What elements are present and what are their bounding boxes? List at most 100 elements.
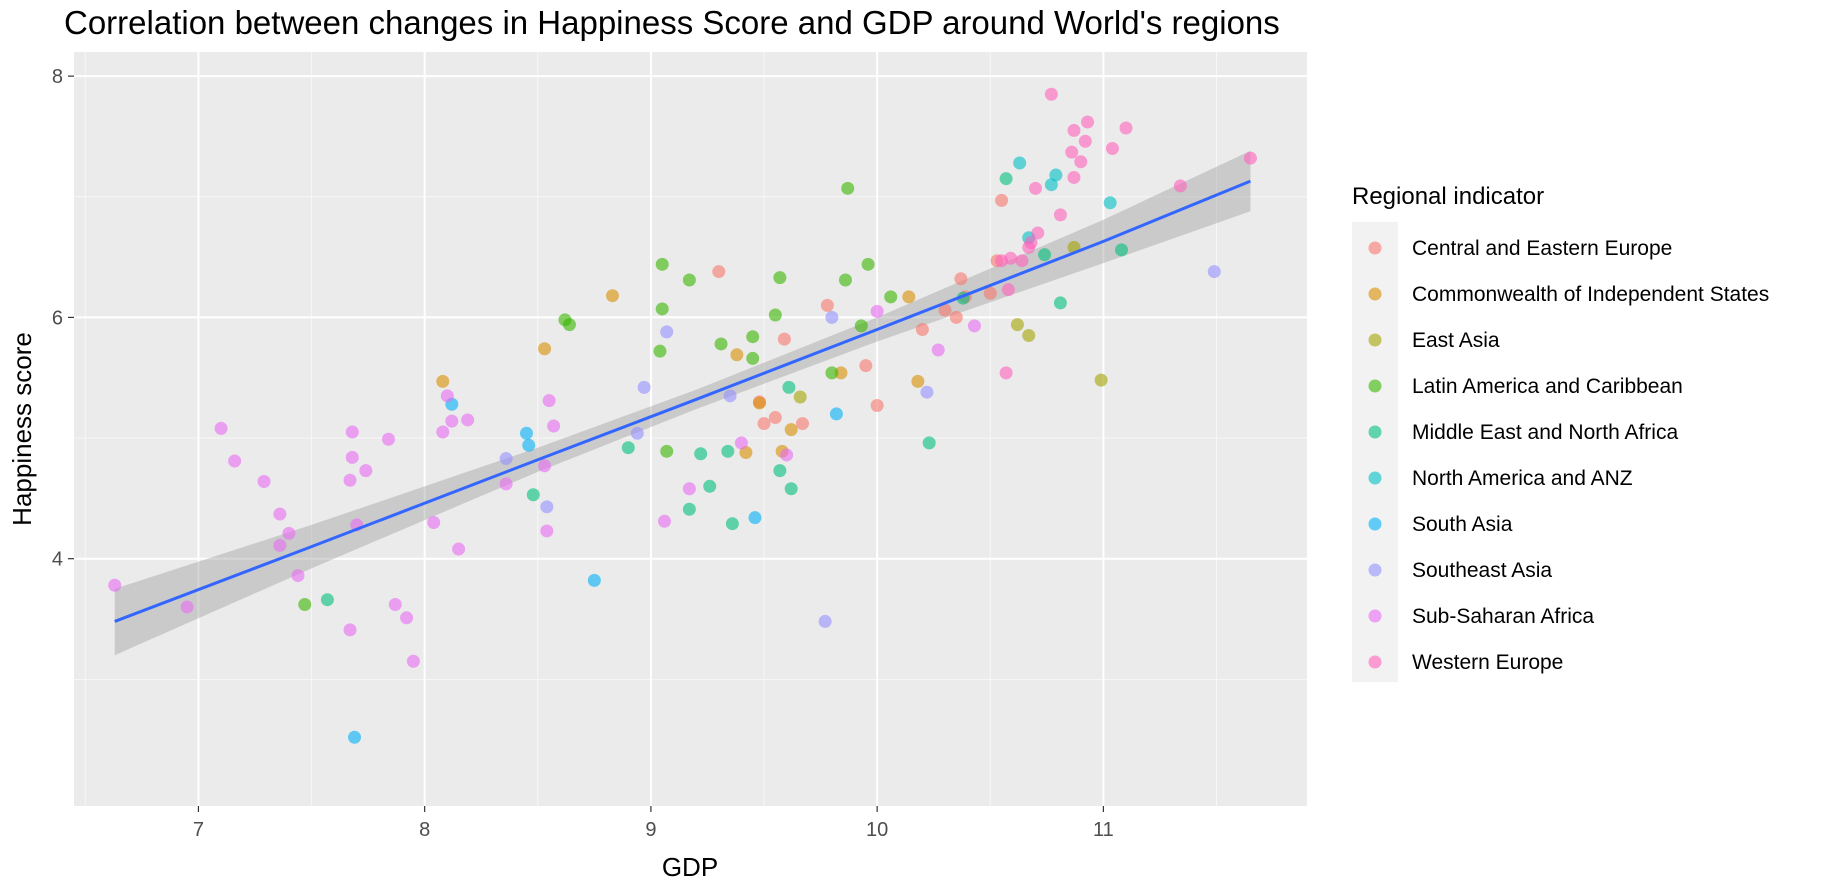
point-sub-saharan-africa: [214, 421, 228, 435]
point-sub-saharan-africa: [542, 394, 556, 408]
point-latin-america-and-caribbean: [746, 351, 760, 365]
point-sub-saharan-africa: [273, 507, 287, 521]
legend-key-sub-saharan-africa: [1368, 609, 1382, 623]
point-middle-east-and-north-africa: [320, 593, 334, 607]
x-tick-label: 9: [645, 819, 656, 841]
legend-label-commonwealth-of-independent-states: Commonwealth of Independent States: [1412, 283, 1769, 306]
x-tick-label: 10: [866, 819, 888, 841]
point-sub-saharan-africa: [388, 598, 402, 612]
legend-key-southeast-asia: [1368, 563, 1382, 577]
point-south-asia: [829, 407, 843, 421]
point-middle-east-and-north-africa: [784, 482, 798, 496]
minor-gridlines: [74, 52, 1307, 806]
plot-panel: [74, 52, 1307, 806]
legend-label-middle-east-and-north-africa: Middle East and North Africa: [1412, 421, 1678, 444]
point-southeast-asia: [723, 389, 737, 403]
point-commonwealth-of-independent-states: [739, 446, 753, 460]
point-sub-saharan-africa: [870, 304, 884, 318]
point-western-europe: [1053, 208, 1067, 222]
y-axis: 4 6 8: [52, 66, 74, 571]
point-southeast-asia: [499, 452, 513, 466]
legend-label-south-asia: South Asia: [1412, 513, 1513, 536]
point-sub-saharan-africa: [452, 542, 466, 556]
point-north-america-and-anz: [1049, 168, 1063, 182]
legend-label-southeast-asia: Southeast Asia: [1412, 559, 1552, 582]
point-latin-america-and-caribbean: [773, 271, 787, 285]
point-latin-america-and-caribbean: [884, 290, 898, 304]
point-western-europe: [1067, 170, 1081, 184]
point-commonwealth-of-independent-states: [605, 289, 619, 303]
point-central-and-eastern-europe: [768, 411, 782, 425]
point-western-europe: [1031, 226, 1045, 240]
legend-key-western-europe: [1368, 655, 1382, 669]
point-sub-saharan-africa: [359, 464, 373, 478]
legend-key-east-asia: [1368, 333, 1382, 347]
legend-label-latin-america-and-caribbean: Latin America and Caribbean: [1412, 375, 1683, 398]
point-central-and-eastern-europe: [954, 272, 968, 286]
point-latin-america-and-caribbean: [746, 330, 760, 344]
point-commonwealth-of-independent-states: [753, 396, 767, 410]
point-sub-saharan-africa: [381, 432, 395, 446]
point-south-asia: [519, 426, 533, 440]
point-latin-america-and-caribbean: [682, 273, 696, 287]
legend-key-latin-america-and-caribbean: [1368, 379, 1382, 393]
legend-key-central-and-eastern-europe: [1368, 241, 1382, 255]
point-central-and-eastern-europe: [983, 286, 997, 300]
point-latin-america-and-caribbean: [660, 444, 674, 458]
point-sub-saharan-africa: [345, 425, 359, 439]
point-middle-east-and-north-africa: [1114, 243, 1128, 257]
point-southeast-asia: [637, 380, 651, 394]
point-western-europe: [1044, 87, 1058, 101]
point-sub-saharan-africa: [257, 474, 271, 488]
point-east-asia: [1022, 329, 1036, 343]
point-southeast-asia: [825, 310, 839, 324]
point-commonwealth-of-independent-states: [538, 342, 552, 356]
point-latin-america-and-caribbean: [655, 257, 669, 271]
legend-label-sub-saharan-africa: Sub-Saharan Africa: [1412, 605, 1594, 628]
point-east-asia: [1094, 373, 1108, 387]
point-latin-america-and-caribbean: [655, 302, 669, 316]
point-western-europe: [999, 366, 1013, 380]
point-latin-america-and-caribbean: [854, 319, 868, 333]
point-sub-saharan-africa: [343, 473, 357, 487]
x-axis: 7 8 9 10 11: [193, 806, 1114, 841]
point-middle-east-and-north-africa: [999, 172, 1013, 186]
point-western-europe: [1074, 155, 1088, 169]
trend-line-layer: [114, 179, 1252, 623]
point-latin-america-and-caribbean: [861, 257, 875, 271]
x-axis-title: GDP: [662, 852, 718, 882]
legend: Regional indicator Central and Eastern E…: [1352, 183, 1769, 682]
point-middle-east-and-north-africa: [694, 447, 708, 461]
point-latin-america-and-caribbean: [768, 308, 782, 322]
y-tick-label: 6: [52, 307, 63, 329]
trend-line: [114, 179, 1252, 623]
y-axis-title: Happiness score: [7, 332, 37, 526]
point-southeast-asia: [630, 426, 644, 440]
y-tick-label: 8: [52, 66, 63, 88]
point-middle-east-and-north-africa: [1053, 296, 1067, 310]
point-commonwealth-of-independent-states: [902, 290, 916, 304]
point-central-and-eastern-europe: [995, 193, 1009, 207]
point-commonwealth-of-independent-states: [911, 374, 925, 388]
point-central-and-eastern-europe: [795, 417, 809, 431]
x-tick-label: 11: [1093, 819, 1114, 841]
point-sub-saharan-africa: [657, 514, 671, 528]
point-latin-america-and-caribbean: [298, 598, 312, 612]
point-middle-east-and-north-africa: [922, 436, 936, 450]
x-tick-label: 8: [419, 819, 430, 841]
point-commonwealth-of-independent-states: [834, 366, 848, 380]
point-latin-america-and-caribbean: [653, 344, 667, 358]
point-latin-america-and-caribbean: [825, 366, 839, 380]
legend-key-middle-east-and-north-africa: [1368, 425, 1382, 439]
major-gridlines: [74, 52, 1307, 806]
point-sub-saharan-africa: [108, 578, 122, 592]
point-central-and-eastern-europe: [949, 310, 963, 324]
point-sub-saharan-africa: [406, 654, 420, 668]
y-tick-label: 4: [52, 549, 63, 571]
point-western-europe: [1024, 236, 1038, 250]
point-middle-east-and-north-africa: [773, 464, 787, 478]
point-western-europe: [1015, 254, 1029, 268]
point-western-europe: [1004, 251, 1018, 265]
point-latin-america-and-caribbean: [838, 273, 852, 287]
point-south-asia: [587, 573, 601, 587]
